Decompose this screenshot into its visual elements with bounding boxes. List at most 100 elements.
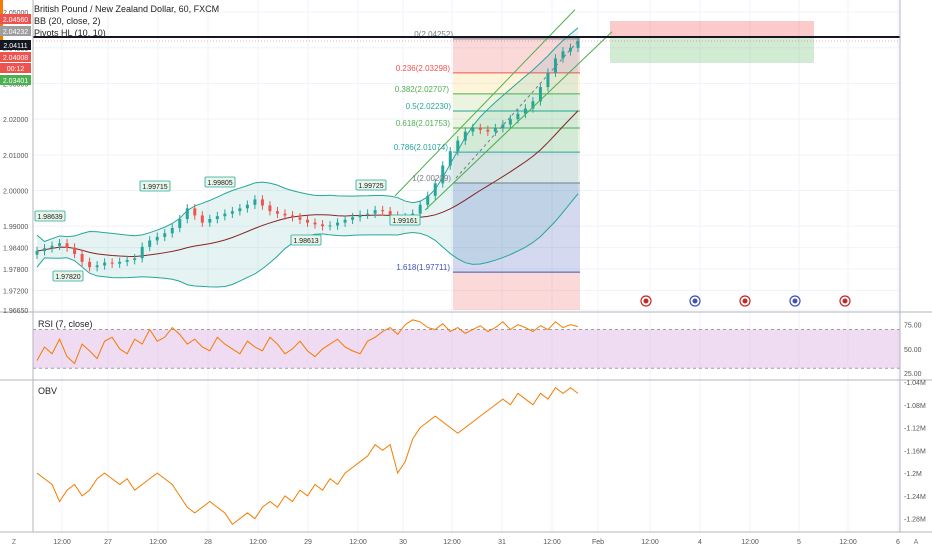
- fib-label-6: 1(2.00209): [412, 174, 451, 183]
- candle-body-56: [456, 140, 460, 152]
- rsi-tick-2: 25.00: [904, 371, 922, 378]
- price-tick-6: 1.99000: [3, 224, 28, 231]
- price-tick-3: 2.02000: [3, 117, 28, 124]
- candle-body-18: [170, 227, 174, 234]
- candle-body-72: [576, 40, 580, 48]
- pivot-label-5: 1.98613: [293, 238, 318, 245]
- rsi-title: RSI (7, close): [38, 319, 93, 329]
- event-icon-dot-2: [742, 298, 748, 304]
- event-icon-dot-3: [792, 298, 798, 304]
- candle-body-57: [463, 131, 467, 141]
- candle-body-35: [298, 217, 302, 220]
- candle-body-37: [313, 222, 317, 225]
- badge-upper: 2.04232: [3, 29, 28, 36]
- grid: [33, 0, 900, 532]
- pivot-label-0: 1.98639: [37, 214, 62, 221]
- candle-body-24: [215, 216, 219, 220]
- x-tick-2: 12:00: [149, 539, 167, 546]
- fibonacci-labels: 0(2.04252) 0.236(2.03298) 0.382(2.02707) 0.…: [394, 30, 454, 272]
- bb-fill: [37, 27, 578, 288]
- price-tick-4: 2.01000: [3, 153, 28, 160]
- candle-body-54: [441, 165, 445, 184]
- fib-band-5: [453, 272, 580, 310]
- candle-body-0: [35, 251, 39, 255]
- x-tick-8: 12:00: [443, 539, 461, 546]
- candle-body-6: [80, 253, 84, 262]
- rsi-pane: RSI (7, close): [33, 319, 900, 369]
- candle-body-51: [418, 204, 422, 214]
- obv-tick-2: -1.12M: [904, 426, 926, 433]
- pivot-box-3: [204, 176, 236, 188]
- candle-body-31: [268, 205, 272, 212]
- badge-countdown: 00:12: [7, 66, 25, 73]
- candle-body-30: [260, 199, 264, 206]
- obv-tick-0: -1.04M: [904, 380, 926, 387]
- fibonacci-zone: [453, 38, 580, 310]
- fib-label-7: 1.618(1.97711): [396, 263, 450, 272]
- candle-body-3: [58, 243, 62, 246]
- fib-label-1: 0.236(2.03298): [396, 64, 451, 73]
- trend-channel: [394, 9, 613, 211]
- x-tick-16: 12:00: [839, 539, 857, 546]
- candle-body-62: [501, 124, 505, 129]
- obv-tick-5: -1.24M: [904, 494, 926, 501]
- candle-body-16: [155, 236, 159, 241]
- candle-body-33: [283, 213, 287, 216]
- candle-body-42: [351, 217, 355, 220]
- candle-body-63: [508, 119, 512, 125]
- candle-body-14: [140, 246, 144, 259]
- candle-body-41: [343, 219, 347, 223]
- fib-label-2: 0.382(2.02707): [395, 85, 450, 94]
- auto-scale-icon: A: [914, 539, 919, 546]
- candle-body-21: [193, 208, 197, 216]
- obv-title: OBV: [38, 386, 57, 396]
- channel-lower: [424, 31, 613, 211]
- candle-body-44: [366, 213, 370, 215]
- pivot-label-6: 1.99161: [392, 218, 417, 225]
- pivot-box-5: [290, 234, 322, 246]
- pivot-labels: 1.98639 1.97820 1.99715 1.99805 1.99725 1.986…: [34, 176, 421, 282]
- candle-body-65: [523, 108, 527, 114]
- candle-body-15: [148, 240, 152, 247]
- rsi-band-fill: [33, 329, 900, 369]
- candle-body-45: [373, 210, 377, 214]
- legend-pivots: Pivots HL (10, 10): [34, 28, 106, 38]
- candle-body-61: [493, 128, 497, 132]
- x-tick-3: 28: [204, 539, 212, 546]
- pivot-label-3: 1.99805: [207, 180, 232, 187]
- candle-body-26: [230, 211, 234, 214]
- x-tick-9: 31: [498, 539, 506, 546]
- bb-upper: [36, 27, 579, 243]
- fib-label-0: 0(2.04252): [414, 30, 453, 39]
- x-tick-15: 5: [797, 539, 801, 546]
- candle-body-58: [471, 128, 475, 132]
- price-badges: 2.04560 2.04232 2.04111 2.04008 00:12 2.…: [0, 14, 31, 85]
- x-tick-14: 12:00: [741, 539, 759, 546]
- event-icon-dot-1: [692, 298, 698, 304]
- pivot-box-1: [52, 270, 84, 282]
- candle-body-64: [516, 113, 520, 120]
- badge-lower: 2.03401: [3, 78, 28, 85]
- candle-body-11: [118, 261, 122, 264]
- fib-band-4: [453, 183, 580, 273]
- badge-line: 2.04111: [3, 43, 27, 50]
- candle-body-34: [290, 215, 294, 218]
- position-stop-zone: [610, 21, 814, 37]
- position-target-zone: [610, 37, 814, 63]
- x-tick-4: 12:00: [249, 539, 267, 546]
- candle-body-69: [553, 58, 557, 73]
- x-tick-0: 12:00: [53, 539, 71, 546]
- candle-body-20: [185, 208, 189, 220]
- pivot-label-2: 1.99715: [142, 184, 167, 191]
- price-tick-9: 1.97200: [3, 288, 28, 295]
- candle-body-36: [306, 219, 309, 223]
- candle-body-71: [568, 47, 572, 52]
- candle-body-55: [448, 151, 452, 166]
- candle-body-27: [238, 208, 242, 212]
- candle-body-13: [133, 258, 137, 261]
- x-tick-1: 27: [104, 539, 112, 546]
- candle-body-5: [73, 247, 77, 254]
- price-tick-7: 1.98400: [3, 246, 28, 253]
